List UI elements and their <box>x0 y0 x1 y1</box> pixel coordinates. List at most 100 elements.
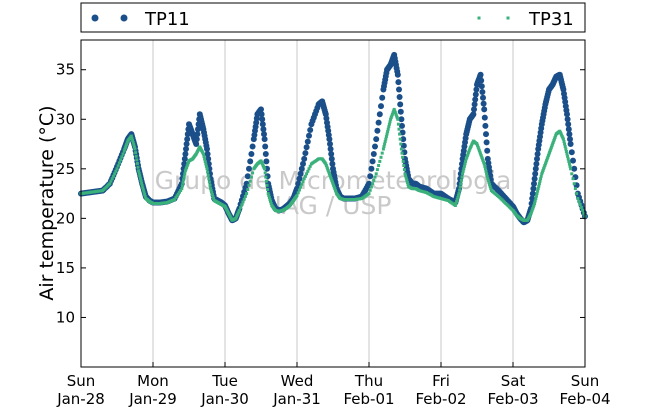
data-point <box>567 162 571 166</box>
data-point <box>298 165 305 172</box>
x-tick-label-date: Jan-28 <box>56 390 105 408</box>
data-point <box>481 114 488 121</box>
data-point <box>367 192 371 196</box>
data-point <box>263 167 267 171</box>
x-tick-label-date: Feb-01 <box>343 390 394 408</box>
data-point <box>463 162 467 166</box>
data-point <box>565 152 569 156</box>
data-point <box>327 172 331 176</box>
data-point <box>258 111 265 118</box>
data-point <box>536 189 540 193</box>
data-point <box>398 132 402 136</box>
data-point <box>182 175 186 179</box>
data-point <box>389 116 393 120</box>
data-point <box>243 194 247 198</box>
data-point <box>182 151 189 157</box>
data-point <box>544 160 548 164</box>
data-point <box>131 138 135 142</box>
data-point <box>324 162 328 166</box>
data-point <box>210 191 214 195</box>
data-point <box>143 194 147 198</box>
data-point <box>124 144 128 148</box>
data-point <box>326 136 333 143</box>
y-tick-label: 35 <box>56 61 75 79</box>
data-point <box>530 208 534 212</box>
data-point <box>324 164 328 167</box>
data-point <box>378 103 384 110</box>
data-point <box>564 150 568 153</box>
data-point <box>397 101 404 108</box>
data-point <box>577 200 581 203</box>
data-point <box>132 143 136 147</box>
data-point <box>306 132 312 139</box>
data-point <box>563 142 567 146</box>
data-point <box>546 154 550 158</box>
data-point <box>543 162 547 166</box>
data-point <box>405 180 409 184</box>
data-point <box>564 116 571 123</box>
data-point <box>573 187 577 191</box>
data-point <box>483 164 487 168</box>
data-point <box>453 204 457 207</box>
data-point <box>482 162 486 166</box>
data-point <box>182 178 186 182</box>
data-point <box>120 155 124 159</box>
x-tick-label-date: Feb-02 <box>415 390 466 408</box>
data-point <box>204 151 211 157</box>
data-point <box>138 176 142 180</box>
legend-marker-square <box>477 16 481 20</box>
data-point <box>184 167 188 171</box>
data-point <box>246 188 250 191</box>
data-point <box>115 167 119 171</box>
data-point <box>465 155 469 159</box>
data-point <box>325 165 329 169</box>
x-tick-label-date: Jan-30 <box>200 390 249 408</box>
data-point <box>575 192 579 196</box>
data-point <box>381 147 385 151</box>
data-point <box>130 136 134 140</box>
data-point <box>394 112 398 116</box>
data-point <box>480 94 486 101</box>
data-point <box>533 202 537 205</box>
data-point <box>380 151 384 155</box>
data-point <box>455 200 459 203</box>
data-point <box>297 170 304 177</box>
data-point <box>476 145 480 149</box>
data-point <box>480 100 487 107</box>
data-point <box>185 166 189 169</box>
data-point <box>239 206 243 210</box>
data-point <box>477 147 481 151</box>
data-point <box>391 111 395 115</box>
data-point <box>486 177 490 181</box>
data-point <box>262 151 269 157</box>
data-point <box>203 157 207 161</box>
data-point <box>204 162 208 166</box>
data-point <box>111 174 115 178</box>
data-point <box>307 127 314 133</box>
data-point <box>396 94 403 100</box>
legend-marker-tp31 <box>477 16 510 20</box>
data-point <box>537 184 541 188</box>
data-point <box>326 169 330 172</box>
data-point <box>472 96 479 103</box>
data-point <box>470 111 477 118</box>
data-point <box>545 159 549 163</box>
data-point <box>458 188 462 192</box>
data-point <box>478 150 482 154</box>
data-point <box>137 169 141 173</box>
data-point <box>546 155 550 159</box>
data-point <box>570 157 576 164</box>
data-point <box>266 188 270 191</box>
data-point <box>262 143 269 150</box>
data-point <box>333 187 337 191</box>
data-point <box>108 182 112 186</box>
data-point <box>554 134 558 138</box>
data-point <box>540 172 544 176</box>
data-point <box>454 202 458 205</box>
data-point <box>475 142 479 146</box>
data-point <box>251 171 255 175</box>
data-point <box>330 180 334 184</box>
data-point <box>181 181 185 185</box>
data-point <box>267 194 271 198</box>
data-point <box>567 159 571 163</box>
